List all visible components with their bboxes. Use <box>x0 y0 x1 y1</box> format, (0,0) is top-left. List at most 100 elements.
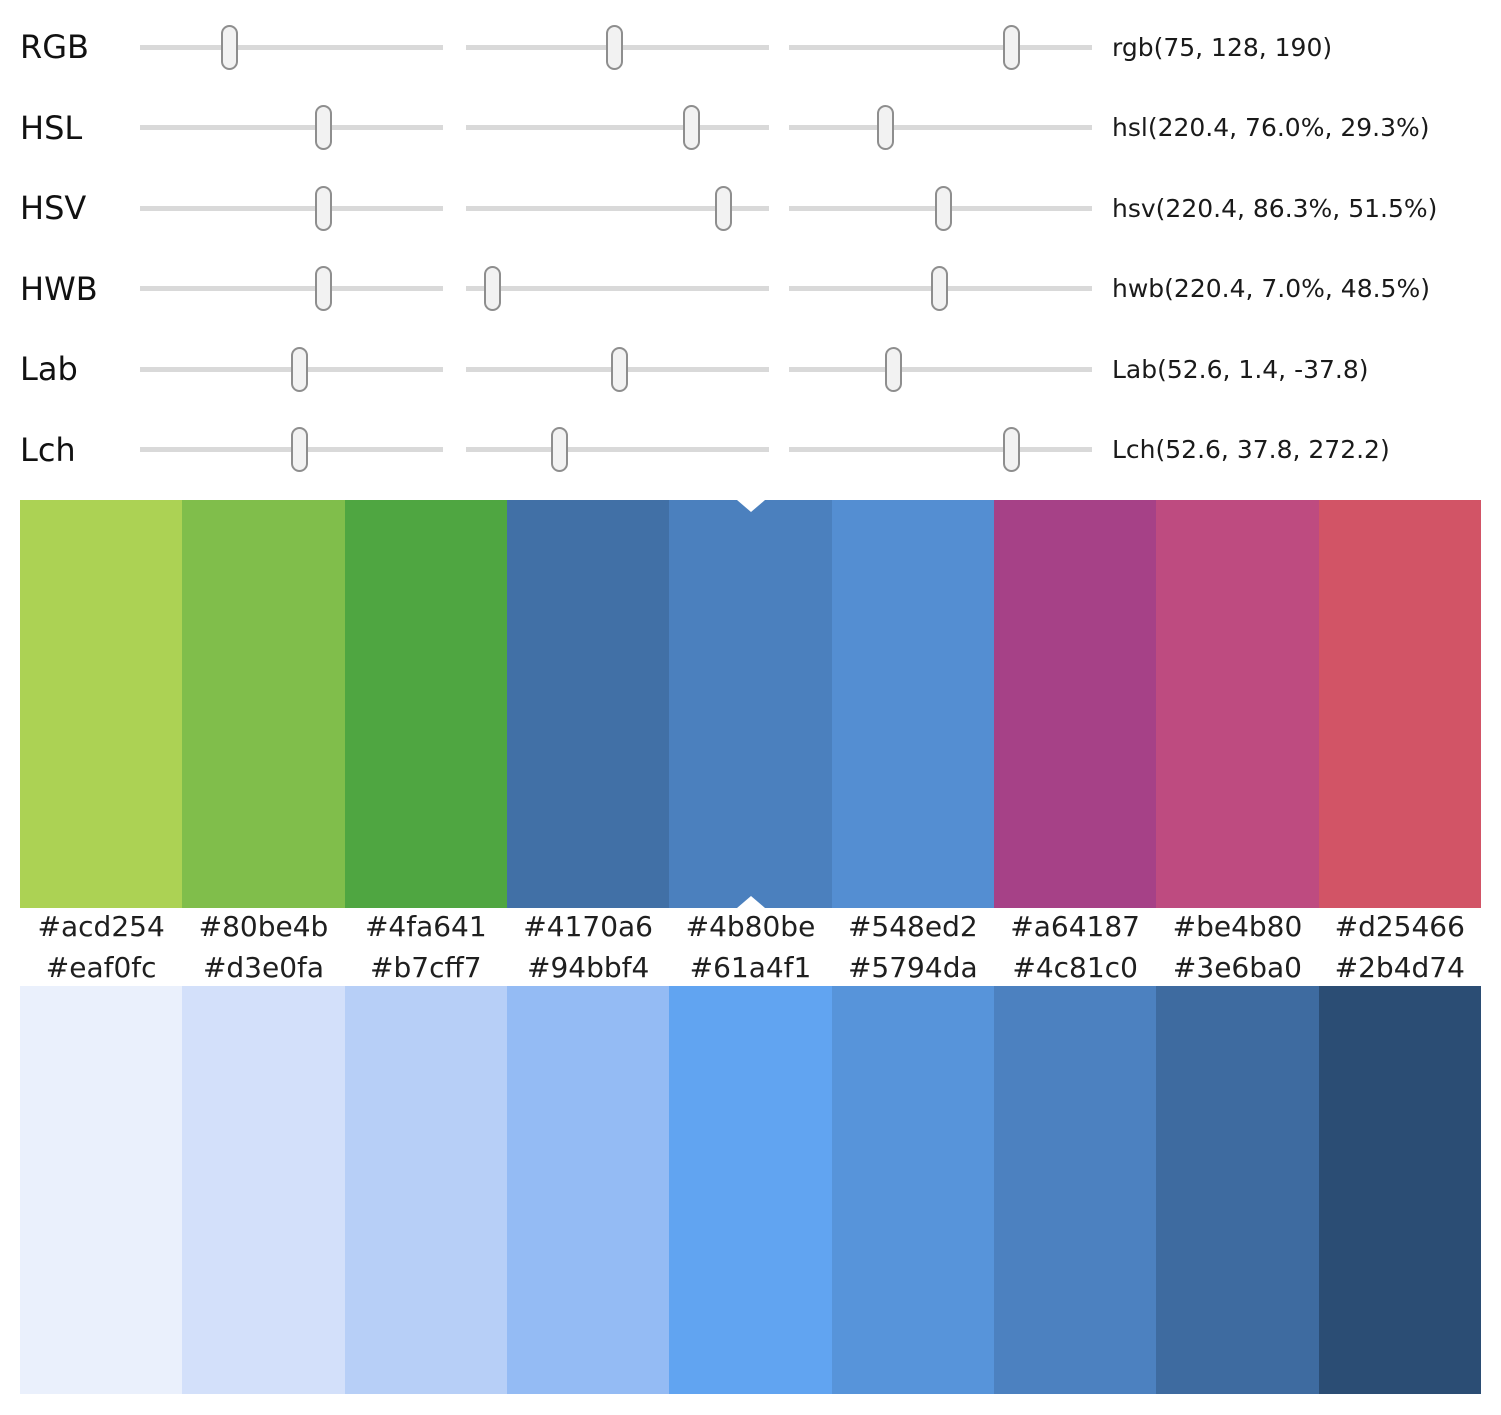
slider-row-label: RGB <box>20 28 89 67</box>
palette-swatch[interactable] <box>993 500 1157 908</box>
slider-track-lch-2[interactable] <box>466 427 769 473</box>
slider-track-lch-1[interactable] <box>140 427 443 473</box>
slider-handle[interactable] <box>291 427 309 473</box>
slider-track-rgb-3[interactable] <box>789 24 1092 70</box>
slider-track-hsl-3[interactable] <box>789 105 1092 151</box>
palette-swatch[interactable] <box>1318 986 1481 1394</box>
slider-handle[interactable] <box>610 346 628 392</box>
slider-handle[interactable] <box>315 185 333 231</box>
palette-swatch[interactable] <box>344 500 507 908</box>
palette-swatch[interactable] <box>831 500 994 908</box>
palette-swatch[interactable] <box>1318 500 1481 908</box>
slider-track-line <box>789 125 1092 131</box>
slider-track-hsv-1[interactable] <box>140 185 443 231</box>
slider-track-line <box>789 366 1092 372</box>
slider-track-lab-3[interactable] <box>789 346 1092 392</box>
slider-track-hsl-2[interactable] <box>466 105 769 151</box>
slider-handle[interactable] <box>605 24 623 70</box>
hex-label: #61a4f1 <box>689 951 812 984</box>
slider-handle[interactable] <box>934 185 952 231</box>
slider-track-hwb-1[interactable] <box>140 266 443 312</box>
palette-swatch[interactable] <box>182 986 345 1394</box>
slider-track-line <box>466 125 769 131</box>
hex-label: #4fa641 <box>364 910 487 943</box>
slider-value-readout: Lab(52.6, 1.4, -37.8) <box>1112 354 1369 384</box>
selected-swatch-notch-top-icon <box>736 500 765 512</box>
hex-label: #94bbf4 <box>526 951 650 984</box>
hex-label: #a64187 <box>1010 910 1140 943</box>
slider-value-readout: rgb(75, 128, 190) <box>1112 32 1333 62</box>
slider-handle[interactable] <box>682 105 700 151</box>
slider-handle[interactable] <box>1002 427 1020 473</box>
slider-track-hsv-2[interactable] <box>466 185 769 231</box>
hex-label: #b7cff7 <box>370 951 482 984</box>
hex-label: #5794da <box>847 951 978 984</box>
hex-label: #4170a6 <box>523 910 653 943</box>
slider-handle[interactable] <box>1003 24 1021 70</box>
palette-swatch[interactable] <box>506 986 670 1394</box>
slider-track-rgb-2[interactable] <box>466 24 769 70</box>
hex-label: #80be4b <box>198 910 329 943</box>
hex-label: #3e6ba0 <box>1172 951 1302 984</box>
hex-label: #eaf0fc <box>45 951 157 984</box>
hex-label: #4c81c0 <box>1012 951 1138 984</box>
palette-swatch[interactable] <box>669 986 832 1394</box>
palette-top-strip <box>20 500 1481 908</box>
slider-row-hsl: HSL hsl(220.4, 76.0%, 29.3%) <box>0 88 1501 169</box>
slider-track-line <box>466 286 769 292</box>
selected-swatch-notch-bottom-icon <box>736 896 765 908</box>
palette-swatch[interactable] <box>1156 500 1319 908</box>
palette-swatch[interactable] <box>20 986 183 1394</box>
slider-handle[interactable] <box>315 105 333 151</box>
slider-row-label: HWB <box>20 269 98 308</box>
slider-track-hwb-2[interactable] <box>466 266 769 312</box>
slider-handle[interactable] <box>315 266 333 312</box>
slider-handle[interactable] <box>220 24 238 70</box>
slider-row-rgb: RGB rgb(75, 128, 190) <box>0 7 1501 88</box>
slider-track-rgb-1[interactable] <box>140 24 443 70</box>
palette-swatch[interactable] <box>506 500 670 908</box>
slider-handle[interactable] <box>885 346 903 392</box>
palette-swatch[interactable] <box>669 500 832 908</box>
palette-swatch[interactable] <box>831 986 994 1394</box>
slider-track-lab-1[interactable] <box>140 346 443 392</box>
slider-track-hwb-3[interactable] <box>789 266 1092 312</box>
slider-panel: RGB rgb(75, 128, 190) HSL hsl(220.4, 76.0%,… <box>0 0 1501 490</box>
slider-track-line <box>140 205 443 211</box>
slider-row-lch: Lch Lch(52.6, 37.8, 272.2) <box>0 410 1501 491</box>
slider-row-label: HSL <box>20 108 83 147</box>
slider-track-line <box>140 44 443 50</box>
slider-handle[interactable] <box>550 427 568 473</box>
slider-track-line <box>466 205 769 211</box>
palette-swatch[interactable] <box>344 986 507 1394</box>
slider-handle[interactable] <box>714 185 732 231</box>
slider-track-hsl-1[interactable] <box>140 105 443 151</box>
slider-track-line <box>789 44 1092 50</box>
slider-value-readout: hsv(220.4, 86.3%, 51.5%) <box>1112 193 1438 223</box>
hex-label: #4b80be <box>685 910 816 943</box>
slider-handle[interactable] <box>483 266 501 312</box>
palette-swatch[interactable] <box>1156 986 1319 1394</box>
palette-bottom-strip <box>20 986 1481 1394</box>
hex-label: #d3e0fa <box>202 951 325 984</box>
slider-row-label: HSV <box>20 189 87 228</box>
palette-swatch[interactable] <box>20 500 183 908</box>
slider-track-line <box>466 447 769 453</box>
slider-track-lab-2[interactable] <box>466 346 769 392</box>
palette-swatch[interactable] <box>182 500 345 908</box>
hex-label: #acd254 <box>37 910 165 943</box>
slider-handle[interactable] <box>931 266 949 312</box>
slider-row-label: Lab <box>20 350 78 389</box>
slider-track-hsv-3[interactable] <box>789 185 1092 231</box>
palette-swatch[interactable] <box>993 986 1157 1394</box>
slider-track-lch-3[interactable] <box>789 427 1092 473</box>
slider-row-lab: Lab Lab(52.6, 1.4, -37.8) <box>0 329 1501 410</box>
hex-label: #548ed2 <box>847 910 978 943</box>
slider-handle[interactable] <box>291 346 309 392</box>
slider-row-label: Lch <box>20 430 76 469</box>
palette-top-hex-row: #acd254 #80be4b #4fa641 #4170a6 #4b80be #548e… <box>20 908 1481 946</box>
hex-label: #d25466 <box>1334 910 1465 943</box>
slider-value-readout: hwb(220.4, 7.0%, 48.5%) <box>1112 274 1430 304</box>
slider-handle[interactable] <box>876 105 894 151</box>
